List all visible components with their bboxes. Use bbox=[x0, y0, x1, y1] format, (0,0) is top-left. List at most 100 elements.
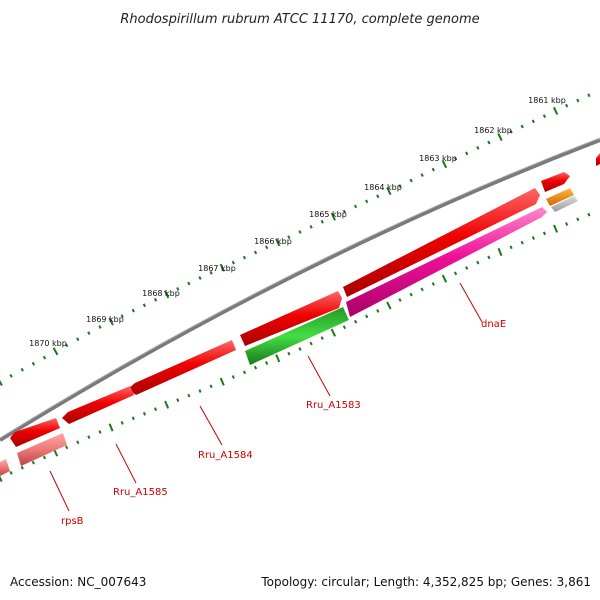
scale-minor-tick bbox=[265, 245, 269, 250]
scale-minor-tick bbox=[531, 119, 535, 124]
scale-minor-tick bbox=[409, 178, 413, 183]
scale-minor-tick bbox=[298, 347, 302, 351]
scale-label: 1861 kbp bbox=[528, 96, 566, 105]
scale-major-tick bbox=[275, 354, 281, 363]
scale-label: 1863 kbp bbox=[419, 154, 457, 163]
scale-minor-tick bbox=[20, 465, 24, 470]
scale-minor-tick bbox=[153, 297, 158, 302]
scale-minor-tick bbox=[265, 361, 269, 365]
scale-major-tick bbox=[330, 328, 336, 337]
scale-minor-tick bbox=[65, 343, 69, 348]
scale-label: 1865 kbp bbox=[309, 210, 347, 219]
scale-major-tick bbox=[441, 160, 448, 169]
gene-feature-partial[interactable] bbox=[0, 459, 10, 476]
scale-minor-tick bbox=[131, 416, 135, 421]
scale-major-tick bbox=[164, 290, 170, 299]
scale-minor-tick bbox=[209, 270, 213, 275]
scale-minor-tick bbox=[31, 361, 35, 366]
gene-feature-forward[interactable] bbox=[343, 188, 540, 297]
scale-major-tick bbox=[497, 132, 503, 142]
scale-major-tick bbox=[441, 274, 448, 283]
gene-label-rpsB[interactable]: rpsB bbox=[61, 516, 84, 527]
scale-minor-tick bbox=[242, 370, 247, 375]
scale-major-tick bbox=[219, 377, 225, 386]
gene-feature-forward[interactable] bbox=[541, 172, 570, 192]
scale-minor-tick bbox=[309, 224, 313, 229]
scale-major-tick bbox=[386, 187, 392, 196]
gene-feature-forward[interactable] bbox=[10, 418, 60, 447]
scale-major-tick bbox=[219, 263, 225, 272]
scale-minor-tick bbox=[565, 103, 569, 108]
scale-minor-tick bbox=[542, 114, 547, 119]
gene-feature-dnaE[interactable] bbox=[346, 207, 547, 317]
gene-feature-gray[interactable] bbox=[551, 196, 578, 212]
scale-minor-tick bbox=[398, 184, 402, 188]
scale-minor-tick bbox=[409, 292, 413, 297]
gene-feature-orange[interactable] bbox=[546, 188, 574, 206]
scale-minor-tick bbox=[465, 151, 469, 156]
scale-minor-tick bbox=[420, 173, 424, 177]
scale-minor-tick bbox=[487, 255, 491, 260]
genome-backbone bbox=[0, 138, 600, 442]
scale-minor-tick bbox=[120, 421, 124, 425]
scale-label: 1866 kbp bbox=[254, 237, 292, 246]
scale-minor-tick bbox=[65, 445, 69, 450]
scale-minor-tick bbox=[531, 236, 535, 240]
scale-major-tick bbox=[108, 423, 114, 432]
gene-feature-forward[interactable] bbox=[596, 153, 600, 166]
scale-minor-tick bbox=[353, 319, 358, 324]
scale-minor-tick bbox=[365, 314, 369, 319]
scale-minor-tick bbox=[520, 124, 524, 129]
scale-minor-tick bbox=[142, 411, 147, 416]
gene-label-dnaE[interactable]: dnaE bbox=[481, 319, 506, 330]
scale-major-tick bbox=[497, 247, 503, 257]
scale-minor-tick bbox=[509, 129, 513, 134]
scale-major-tick bbox=[0, 379, 3, 386]
map-title: Rhodospirillum rubrum ATCC 11170, comple… bbox=[120, 12, 479, 27]
scale-major-tick bbox=[386, 301, 392, 310]
scale-minor-tick bbox=[453, 156, 458, 161]
scale-label: 1862 kbp bbox=[474, 126, 512, 135]
gene-feature-forward[interactable] bbox=[128, 340, 236, 395]
scale-ticks bbox=[0, 93, 591, 483]
scale-major-tick bbox=[0, 475, 3, 483]
scale-label: 1864 kbp bbox=[364, 183, 402, 192]
gene-feature-forward[interactable] bbox=[240, 291, 342, 346]
scale-minor-tick bbox=[176, 287, 180, 291]
scale-minor-tick bbox=[198, 276, 202, 280]
leader-line-rru-a1585 bbox=[115, 443, 137, 484]
scale-minor-tick bbox=[131, 308, 135, 313]
scale-minor-tick bbox=[465, 266, 469, 270]
scale-minor-tick bbox=[42, 355, 47, 360]
scale-minor-tick bbox=[9, 374, 13, 378]
scale-minor-tick bbox=[365, 199, 369, 204]
scale-label: 1868 kbp bbox=[142, 289, 180, 298]
scale-minor-tick bbox=[253, 365, 258, 370]
scale-minor-tick bbox=[87, 435, 91, 440]
accession-text: Accession: NC_007643 bbox=[10, 575, 146, 589]
genome-backbone-highlight bbox=[0, 137, 600, 439]
scale-minor-tick bbox=[231, 375, 235, 379]
scale-minor-tick bbox=[98, 325, 102, 329]
scale-minor-tick bbox=[587, 212, 591, 217]
scale-minor-tick bbox=[253, 250, 258, 255]
leader-line-dnaE bbox=[459, 282, 483, 323]
scale-minor-tick bbox=[287, 351, 291, 356]
scale-minor-tick bbox=[242, 255, 247, 260]
scale-minor-tick bbox=[231, 260, 235, 265]
scale-minor-tick bbox=[398, 298, 402, 302]
scale-minor-tick bbox=[476, 146, 480, 150]
scale-minor-tick bbox=[420, 287, 424, 292]
leader-line-rpsB bbox=[49, 470, 70, 512]
gene-feature-forward[interactable] bbox=[62, 386, 134, 424]
scale-minor-tick bbox=[520, 240, 524, 245]
scale-minor-tick bbox=[342, 209, 347, 214]
gene-label-rru-a1584[interactable]: Rru_A1584 bbox=[198, 450, 253, 461]
scale-minor-tick bbox=[587, 93, 591, 98]
gene-label-rru-a1585[interactable]: Rru_A1585 bbox=[113, 487, 168, 498]
gene-feature-rru-a1583[interactable] bbox=[245, 307, 349, 365]
gene-label-rru-a1583[interactable]: Rru_A1583 bbox=[306, 400, 361, 411]
scale-major-tick bbox=[52, 347, 59, 356]
gene-feature-rpsB[interactable] bbox=[17, 433, 67, 466]
